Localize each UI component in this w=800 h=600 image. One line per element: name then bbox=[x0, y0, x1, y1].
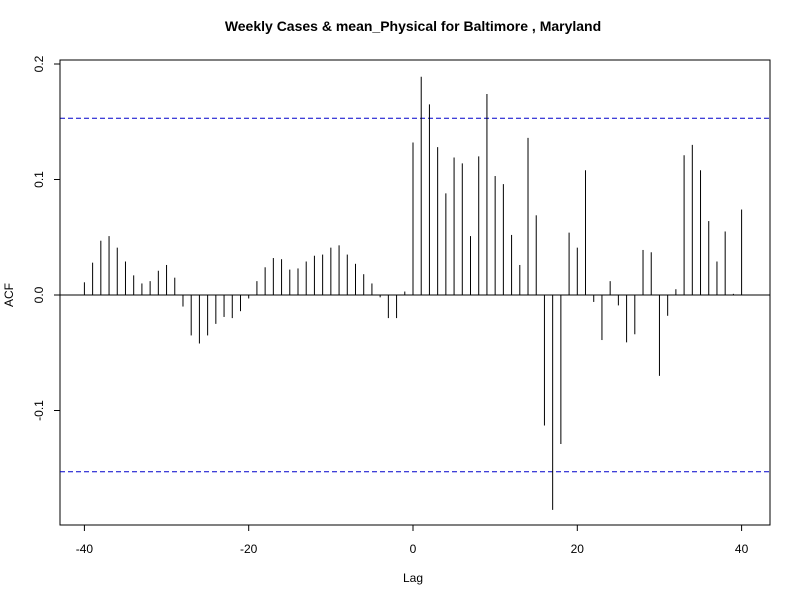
y-tick-label: 0.1 bbox=[32, 171, 46, 188]
y-axis: -0.1 0.0 0.1 0.2 bbox=[32, 55, 61, 421]
plot-marks bbox=[60, 76, 770, 510]
x-axis-label: Lag bbox=[403, 571, 423, 585]
x-tick-label: -40 bbox=[76, 542, 94, 556]
x-tick-label: 0 bbox=[410, 542, 417, 556]
x-tick-label: -20 bbox=[240, 542, 258, 556]
x-tick-label: 20 bbox=[571, 542, 585, 556]
y-tick-label: 0.2 bbox=[32, 55, 46, 72]
y-tick-label: -0.1 bbox=[32, 400, 46, 421]
x-tick-label: 40 bbox=[735, 542, 749, 556]
x-axis: -40 -20 0 20 40 bbox=[76, 524, 749, 556]
y-tick-label: 0.0 bbox=[32, 286, 46, 303]
chart-title: Weekly Cases & mean_Physical for Baltimo… bbox=[225, 18, 601, 34]
y-axis-label: ACF bbox=[2, 283, 16, 307]
